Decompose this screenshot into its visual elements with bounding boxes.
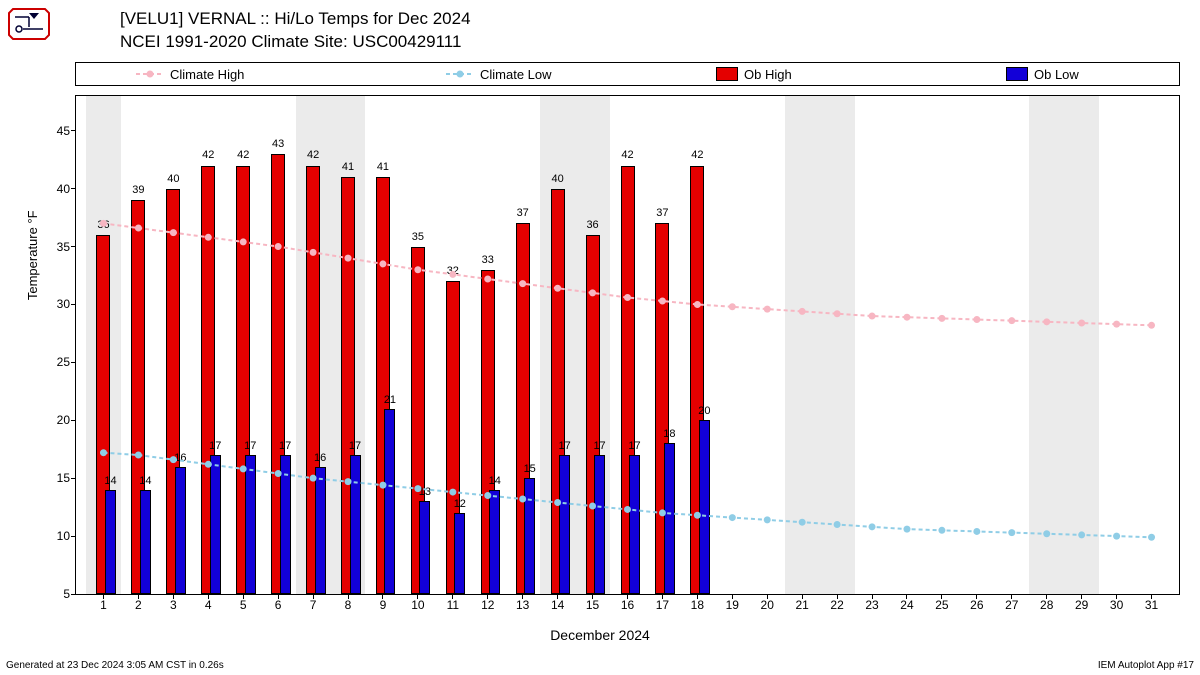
plot-area: 5101520253035404512345678910111213141516… [75, 95, 1180, 595]
climate-lines [76, 96, 1179, 594]
legend-climate-high: Climate High [136, 67, 244, 82]
footer-generated: Generated at 23 Dec 2024 3:05 AM CST in … [6, 660, 224, 671]
title-line-1: [VELU1] VERNAL :: Hi/Lo Temps for Dec 20… [120, 8, 471, 31]
legend-climate-low: Climate Low [446, 67, 552, 82]
chart-title: [VELU1] VERNAL :: Hi/Lo Temps for Dec 20… [120, 8, 471, 54]
x-axis-label: December 2024 [550, 627, 650, 643]
legend-ob-low: Ob Low [1006, 67, 1079, 82]
y-axis-label: Temperature °F [25, 210, 40, 300]
footer-app: IEM Autoplot App #17 [1098, 660, 1194, 671]
title-line-2: NCEI 1991-2020 Climate Site: USC00429111 [120, 31, 471, 54]
legend-ob-high: Ob High [716, 67, 792, 82]
legend: Climate High Climate Low Ob High Ob Low [75, 62, 1180, 86]
iem-logo [5, 5, 53, 43]
